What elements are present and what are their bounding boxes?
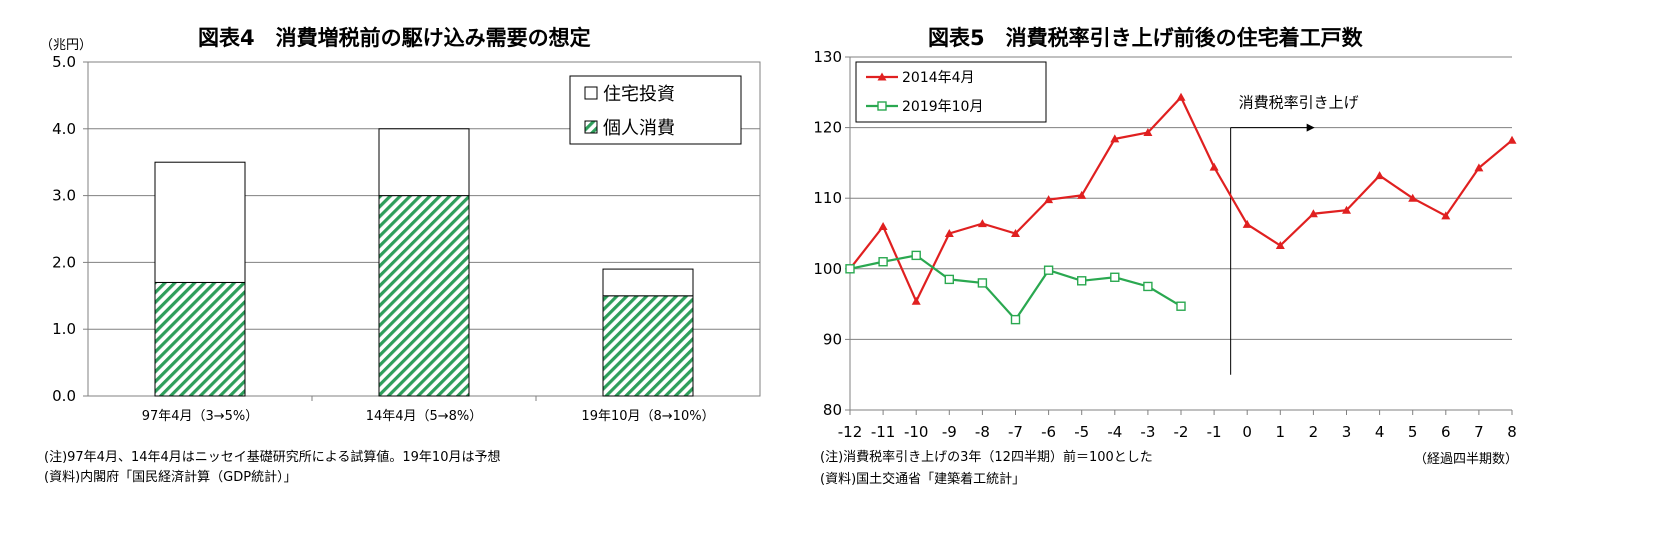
x-tick-label: -8: [975, 423, 990, 441]
legend-label: 個人消費: [603, 118, 675, 139]
y-tick-label: 5.0: [52, 53, 76, 71]
legend-label: 2019年10月: [902, 99, 983, 115]
x-tick-label: 1: [1276, 423, 1286, 441]
right-source: (資料)国土交通省「建築着工統計」: [820, 472, 1026, 487]
legend-swatch: [584, 120, 598, 134]
data-point-2014: [1110, 134, 1120, 143]
y-tick-label: 0.0: [52, 387, 76, 405]
data-point-2014: [1408, 193, 1418, 202]
x-tick-label: -10: [904, 423, 929, 441]
x-tick-label: -3: [1140, 423, 1155, 441]
data-point-2014: [977, 219, 987, 228]
legend: 2014年4月 2019年10月: [855, 61, 1047, 123]
right-x-unit-label: （経過四半期数）: [1414, 452, 1519, 467]
legend-marker: [877, 101, 887, 111]
bar-personal-consumption: [602, 295, 694, 397]
data-point-2014: [1242, 219, 1252, 228]
y-tick-label: 2.0: [52, 253, 76, 271]
x-tick-label: 6: [1441, 423, 1451, 441]
data-point-2019: [1010, 314, 1021, 325]
x-category-label: 14年4月（5→8%）: [366, 409, 483, 424]
left-stacked-bar-chart: 0.0 1.0 2.0 3.0 4.0 5.0 97年4月（3→5%） 14年4月（5→8%）…: [52, 53, 761, 424]
data-point-2014: [1209, 162, 1219, 171]
annotation-arrow-head: [1306, 123, 1315, 132]
data-point-2019: [1143, 281, 1153, 292]
data-point-2019: [878, 257, 888, 267]
x-tick-label: -12: [838, 423, 863, 441]
y-tick-label: 90: [823, 330, 842, 348]
x-category-label: 19年10月（8→10%）: [581, 409, 714, 424]
data-point-2014: [1375, 171, 1385, 180]
data-point-2019: [1176, 301, 1186, 311]
left-y-unit-label: （兆円）: [40, 38, 93, 53]
y-tick-label: 130: [813, 48, 842, 66]
left-source: (資料)内閣府「国民経済計算（GDP統計）」: [44, 470, 297, 485]
bar-housing-investment: [378, 128, 470, 197]
bar-personal-consumption: [378, 195, 470, 397]
bar-personal-consumption: [154, 281, 246, 397]
y-tick-label: 3.0: [52, 187, 76, 205]
data-point-2014: [878, 221, 888, 230]
data-point-2019: [911, 250, 921, 261]
legend-label: 住宅投資: [603, 84, 675, 105]
data-point-2014: [1308, 209, 1318, 218]
x-tick-label: 0: [1242, 423, 1252, 441]
x-tick-label: -7: [1008, 423, 1023, 441]
y-tick-label: 120: [813, 119, 842, 137]
data-point-2014: [944, 229, 954, 237]
x-tick-label: -5: [1074, 423, 1089, 441]
x-tick-label: 2: [1309, 423, 1319, 441]
y-tick-label: 4.0: [52, 120, 76, 138]
data-point-2019: [1077, 276, 1087, 286]
data-point-2014: [1275, 241, 1285, 250]
data-point-2014: [1507, 135, 1517, 144]
right-note: (注)消費税率引き上げの3年（12四半期）前＝100とした: [820, 450, 1153, 465]
x-tick-label: -2: [1174, 423, 1189, 441]
left-chart-panel: 図表4 消費増税前の駆け込み需要の想定 （兆円） 0.0 1.0 2.0 3.0 4.0…: [0, 0, 820, 544]
left-note: (注)97年4月、14年4月はニッセイ基礎研究所による試算値。19年10月は予想: [44, 450, 501, 465]
legend-box: [569, 75, 742, 145]
data-point-2014: [1011, 229, 1020, 237]
data-point-2019: [944, 274, 955, 285]
legend-marker: [877, 72, 887, 81]
x-tick-label: 5: [1408, 423, 1418, 441]
x-tick-label: 8: [1507, 423, 1517, 441]
data-point-2019: [1110, 272, 1120, 282]
data-point-2014: [1077, 190, 1087, 199]
y-tick-label: 100: [813, 260, 842, 278]
x-tick-label: -4: [1107, 423, 1122, 441]
legend-box: [855, 61, 1047, 123]
x-tick-label: -9: [942, 423, 957, 441]
data-point-2014: [1044, 195, 1054, 204]
data-point-2014: [1143, 128, 1153, 137]
data-point-2019: [845, 264, 855, 274]
right-chart-title: 図表5 消費税率引き上げ前後の住宅着工戸数: [928, 26, 1363, 50]
data-point-2014: [1441, 211, 1451, 220]
legend-label: 2014年4月: [902, 70, 975, 86]
left-chart-title: 図表4 消費増税前の駆け込み需要の想定: [198, 26, 591, 50]
x-category-label: 97年4月（3→5%）: [142, 409, 259, 424]
bar-housing-investment: [154, 161, 246, 283]
y-tick-label: 80: [823, 401, 842, 419]
y-tick-label: 1.0: [52, 320, 76, 338]
x-tick-label: 3: [1342, 423, 1352, 441]
y-tick-label: 110: [813, 189, 842, 207]
data-point-2014: [1342, 205, 1351, 214]
x-tick-label: -1: [1207, 423, 1222, 441]
data-point-2019: [1043, 265, 1054, 275]
x-tick-label: -6: [1041, 423, 1056, 441]
right-chart-panel: 図表5 消費税率引き上げ前後の住宅着工戸数 80 90 100 110 120 130 -1…: [813, 0, 1655, 544]
annotation-label: 消費税率引き上げ: [1239, 94, 1359, 112]
x-tick-label: 4: [1375, 423, 1385, 441]
x-tick-label: -11: [871, 423, 896, 441]
x-tick-label: 7: [1474, 423, 1484, 441]
data-point-2019: [977, 278, 988, 288]
legend-swatch: [584, 86, 598, 100]
data-point-2014: [911, 296, 921, 305]
data-point-2014: [1474, 163, 1484, 172]
bar-housing-investment: [602, 268, 694, 297]
data-point-2014: [1176, 92, 1186, 101]
